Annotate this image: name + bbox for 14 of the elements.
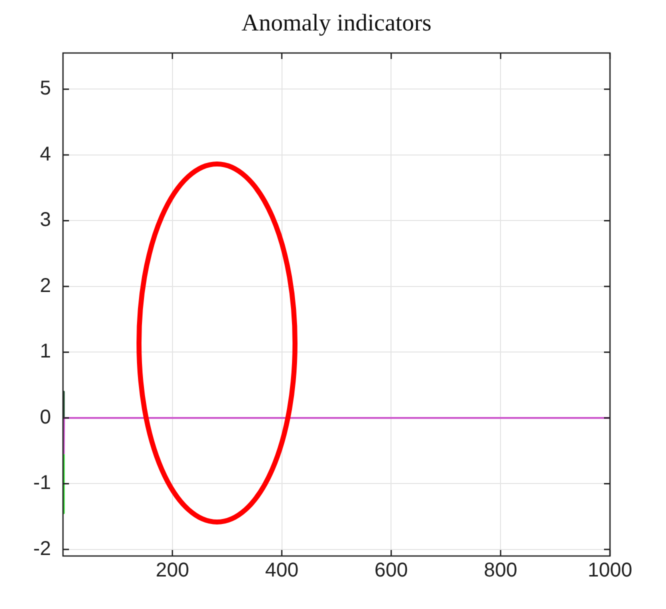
y-tick-label: 4	[40, 143, 51, 166]
y-tick-label: -2	[33, 538, 51, 560]
x-tick-label: 1000	[588, 560, 632, 582]
y-tick-label: 0	[40, 406, 51, 428]
x-tick-label: 600	[374, 560, 408, 582]
x-tick-label: 400	[265, 560, 298, 582]
y-tick-label: 5	[40, 78, 51, 100]
y-tick-label: -1	[33, 472, 51, 494]
x-tick-label: 800	[484, 560, 518, 582]
y-tick-label: 3	[40, 209, 51, 232]
chart-title: Anomaly indicators	[242, 10, 432, 36]
y-tick-label: 2	[40, 274, 51, 297]
y-tick-label: 1	[40, 340, 51, 363]
x-tick-label: 200	[156, 560, 190, 582]
